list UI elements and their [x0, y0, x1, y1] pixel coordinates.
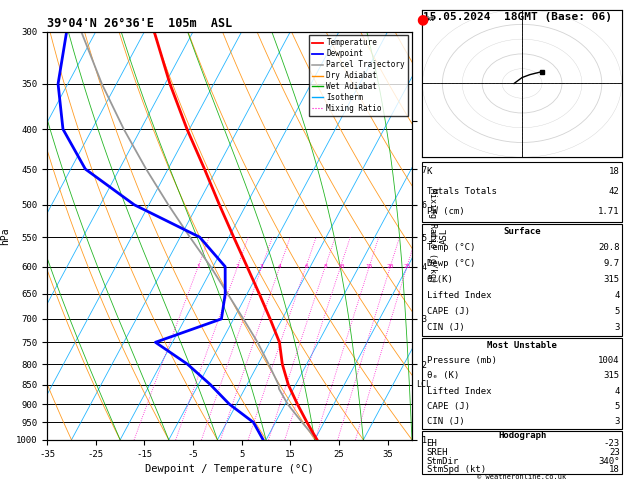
Text: 23: 23 — [609, 448, 620, 457]
Text: 1004: 1004 — [598, 356, 620, 365]
Text: Lifted Index: Lifted Index — [426, 292, 491, 300]
Text: SREH: SREH — [426, 448, 448, 457]
Bar — [423, 431, 621, 474]
Text: StmSpd (kt): StmSpd (kt) — [426, 465, 486, 474]
Text: 20: 20 — [387, 264, 394, 269]
Text: 3: 3 — [615, 417, 620, 426]
Text: Dewp (°C): Dewp (°C) — [426, 260, 475, 268]
Text: θₑ (K): θₑ (K) — [426, 371, 459, 381]
Bar — [423, 162, 621, 222]
Text: 4: 4 — [615, 292, 620, 300]
Text: 20.8: 20.8 — [598, 243, 620, 252]
Text: 18: 18 — [609, 168, 620, 176]
Text: 3: 3 — [260, 264, 264, 269]
Text: 39°04'N 26°36'E  105m  ASL: 39°04'N 26°36'E 105m ASL — [47, 17, 233, 31]
Text: -23: -23 — [603, 439, 620, 449]
Bar — [423, 338, 621, 429]
Text: Mixing Ratio (g/kg): Mixing Ratio (g/kg) — [428, 188, 437, 283]
Text: 6: 6 — [304, 264, 308, 269]
Text: 4: 4 — [615, 386, 620, 396]
Text: 10: 10 — [337, 264, 344, 269]
Bar — [423, 224, 621, 336]
Text: 315: 315 — [603, 371, 620, 381]
Text: CAPE (J): CAPE (J) — [426, 307, 470, 316]
Text: 8: 8 — [323, 264, 327, 269]
Text: Temp (°C): Temp (°C) — [426, 243, 475, 252]
Text: 1.71: 1.71 — [598, 207, 620, 216]
Text: Totals Totals: Totals Totals — [426, 187, 496, 196]
Text: 15: 15 — [365, 264, 373, 269]
Y-axis label: hPa: hPa — [1, 227, 11, 244]
Text: LCL: LCL — [416, 380, 431, 389]
Text: 315: 315 — [603, 276, 620, 284]
Text: 25: 25 — [403, 264, 411, 269]
Text: Hodograph: Hodograph — [498, 431, 546, 440]
Text: Pressure (mb): Pressure (mb) — [426, 356, 496, 365]
Text: 340°: 340° — [598, 457, 620, 466]
Text: 5: 5 — [615, 307, 620, 316]
Text: 4: 4 — [278, 264, 282, 269]
Text: 15.05.2024  18GMT (Base: 06): 15.05.2024 18GMT (Base: 06) — [423, 12, 611, 22]
Legend: Temperature, Dewpoint, Parcel Trajectory, Dry Adiabat, Wet Adiabat, Isotherm, Mi: Temperature, Dewpoint, Parcel Trajectory… — [309, 35, 408, 116]
Text: 1: 1 — [196, 264, 200, 269]
Text: CIN (J): CIN (J) — [426, 323, 464, 332]
Text: © weatheronline.co.uk: © weatheronline.co.uk — [477, 474, 567, 480]
Text: CIN (J): CIN (J) — [426, 417, 464, 426]
Text: CAPE (J): CAPE (J) — [426, 401, 470, 411]
Text: 42: 42 — [609, 187, 620, 196]
Text: 3: 3 — [615, 323, 620, 332]
Text: Lifted Index: Lifted Index — [426, 386, 491, 396]
Text: Surface: Surface — [503, 227, 541, 237]
Bar — [423, 10, 621, 157]
Text: 9.7: 9.7 — [603, 260, 620, 268]
Y-axis label: km
ASL: km ASL — [430, 227, 449, 244]
X-axis label: Dewpoint / Temperature (°C): Dewpoint / Temperature (°C) — [145, 464, 314, 474]
Text: θₑ(K): θₑ(K) — [426, 276, 454, 284]
Text: ●: ● — [416, 12, 428, 26]
Text: kt: kt — [426, 16, 435, 21]
Text: EH: EH — [426, 439, 437, 449]
Text: Most Unstable: Most Unstable — [487, 341, 557, 350]
Text: StmDir: StmDir — [426, 457, 459, 466]
Text: 2: 2 — [236, 264, 240, 269]
Text: 18: 18 — [609, 465, 620, 474]
Text: PW (cm): PW (cm) — [426, 207, 464, 216]
Text: K: K — [426, 168, 432, 176]
Text: 5: 5 — [615, 401, 620, 411]
